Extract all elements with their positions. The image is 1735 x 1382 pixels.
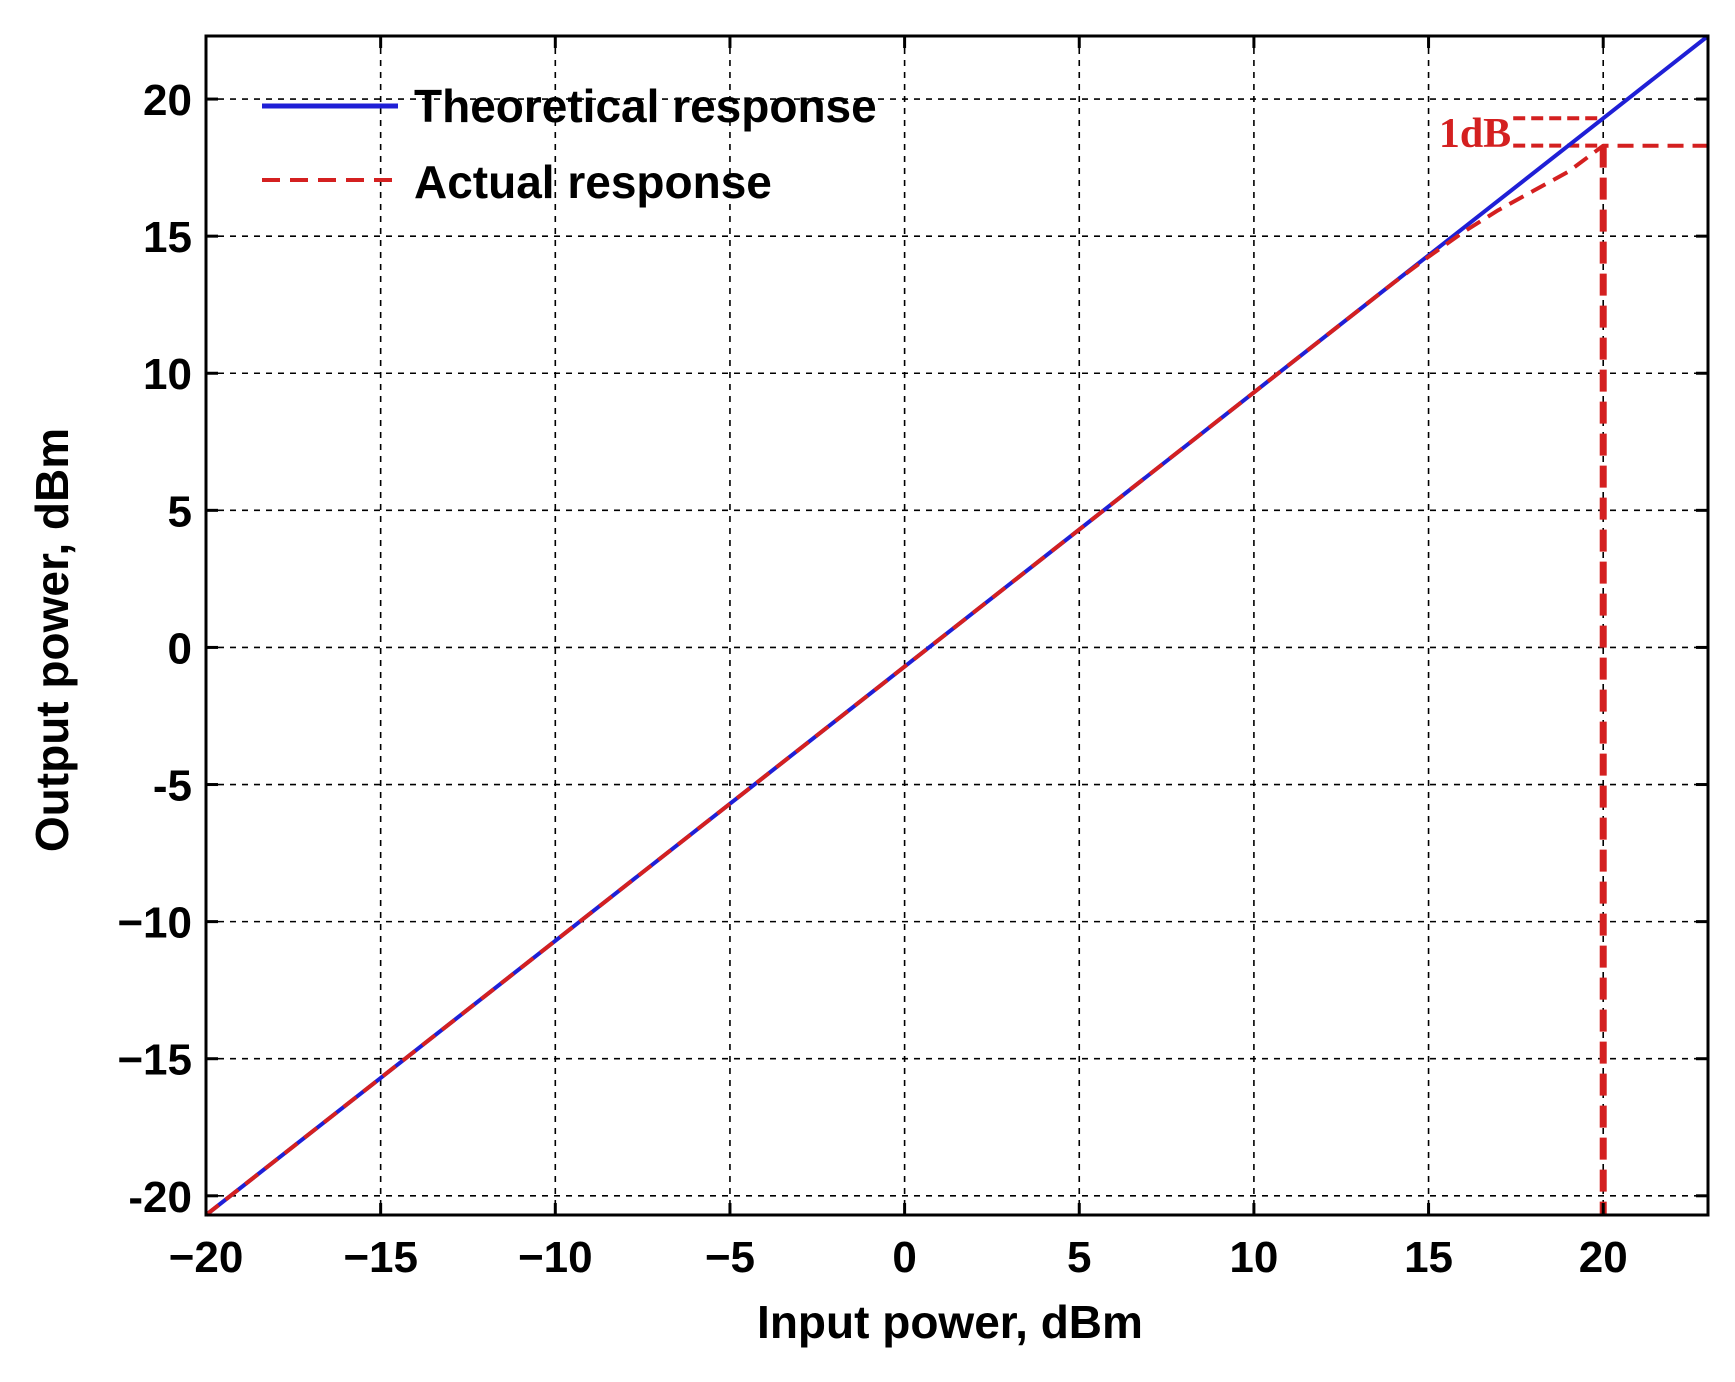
series-line-actual — [204, 143, 1708, 1217]
legend-label-theoretical: Theoretical response — [414, 80, 877, 132]
y-tick-label: 15 — [143, 213, 192, 262]
legend-label-actual: Actual response — [414, 156, 772, 208]
x-tick-label: 20 — [1579, 1233, 1628, 1282]
x-axis-label: Input power, dBm — [757, 1296, 1143, 1348]
y-tick-label: 20 — [143, 76, 192, 125]
annotation-1db-label: 1dB — [1439, 111, 1511, 157]
y-tick-label: 5 — [168, 487, 192, 536]
x-tick-label: 5 — [1067, 1233, 1091, 1282]
x-tick-label: −10 — [518, 1233, 593, 1282]
legend: Theoretical response Actual response — [262, 80, 877, 208]
y-tick-label: 10 — [143, 350, 192, 399]
y-tick-label: −10 — [117, 899, 192, 948]
x-tick-label: −20 — [169, 1233, 244, 1282]
series-layer — [204, 34, 1710, 1217]
y-axis-label: Output power, dBm — [26, 428, 78, 852]
x-tick-label: 0 — [892, 1233, 916, 1282]
x-tick-label: −15 — [343, 1233, 418, 1282]
y-tick-label: -5 — [153, 762, 192, 811]
y-tick-labels: -20 −15 −10 -5 0 5 10 15 20 — [117, 76, 192, 1222]
annotation-lines — [1513, 116, 1607, 1215]
plot-frame — [204, 34, 1710, 1217]
y-tick-label: −15 — [117, 1036, 192, 1085]
x-tick-label: 10 — [1229, 1233, 1278, 1282]
x-tick-label: −5 — [705, 1233, 755, 1282]
grid — [206, 36, 1708, 1215]
x-tick-labels: −20 −15 −10 −5 0 5 10 15 20 — [169, 1233, 1628, 1282]
x-tick-label: 15 — [1404, 1233, 1453, 1282]
axis-ticks — [204, 36, 1708, 1215]
y-tick-label: 0 — [168, 624, 192, 673]
y-tick-label: -20 — [128, 1173, 192, 1222]
